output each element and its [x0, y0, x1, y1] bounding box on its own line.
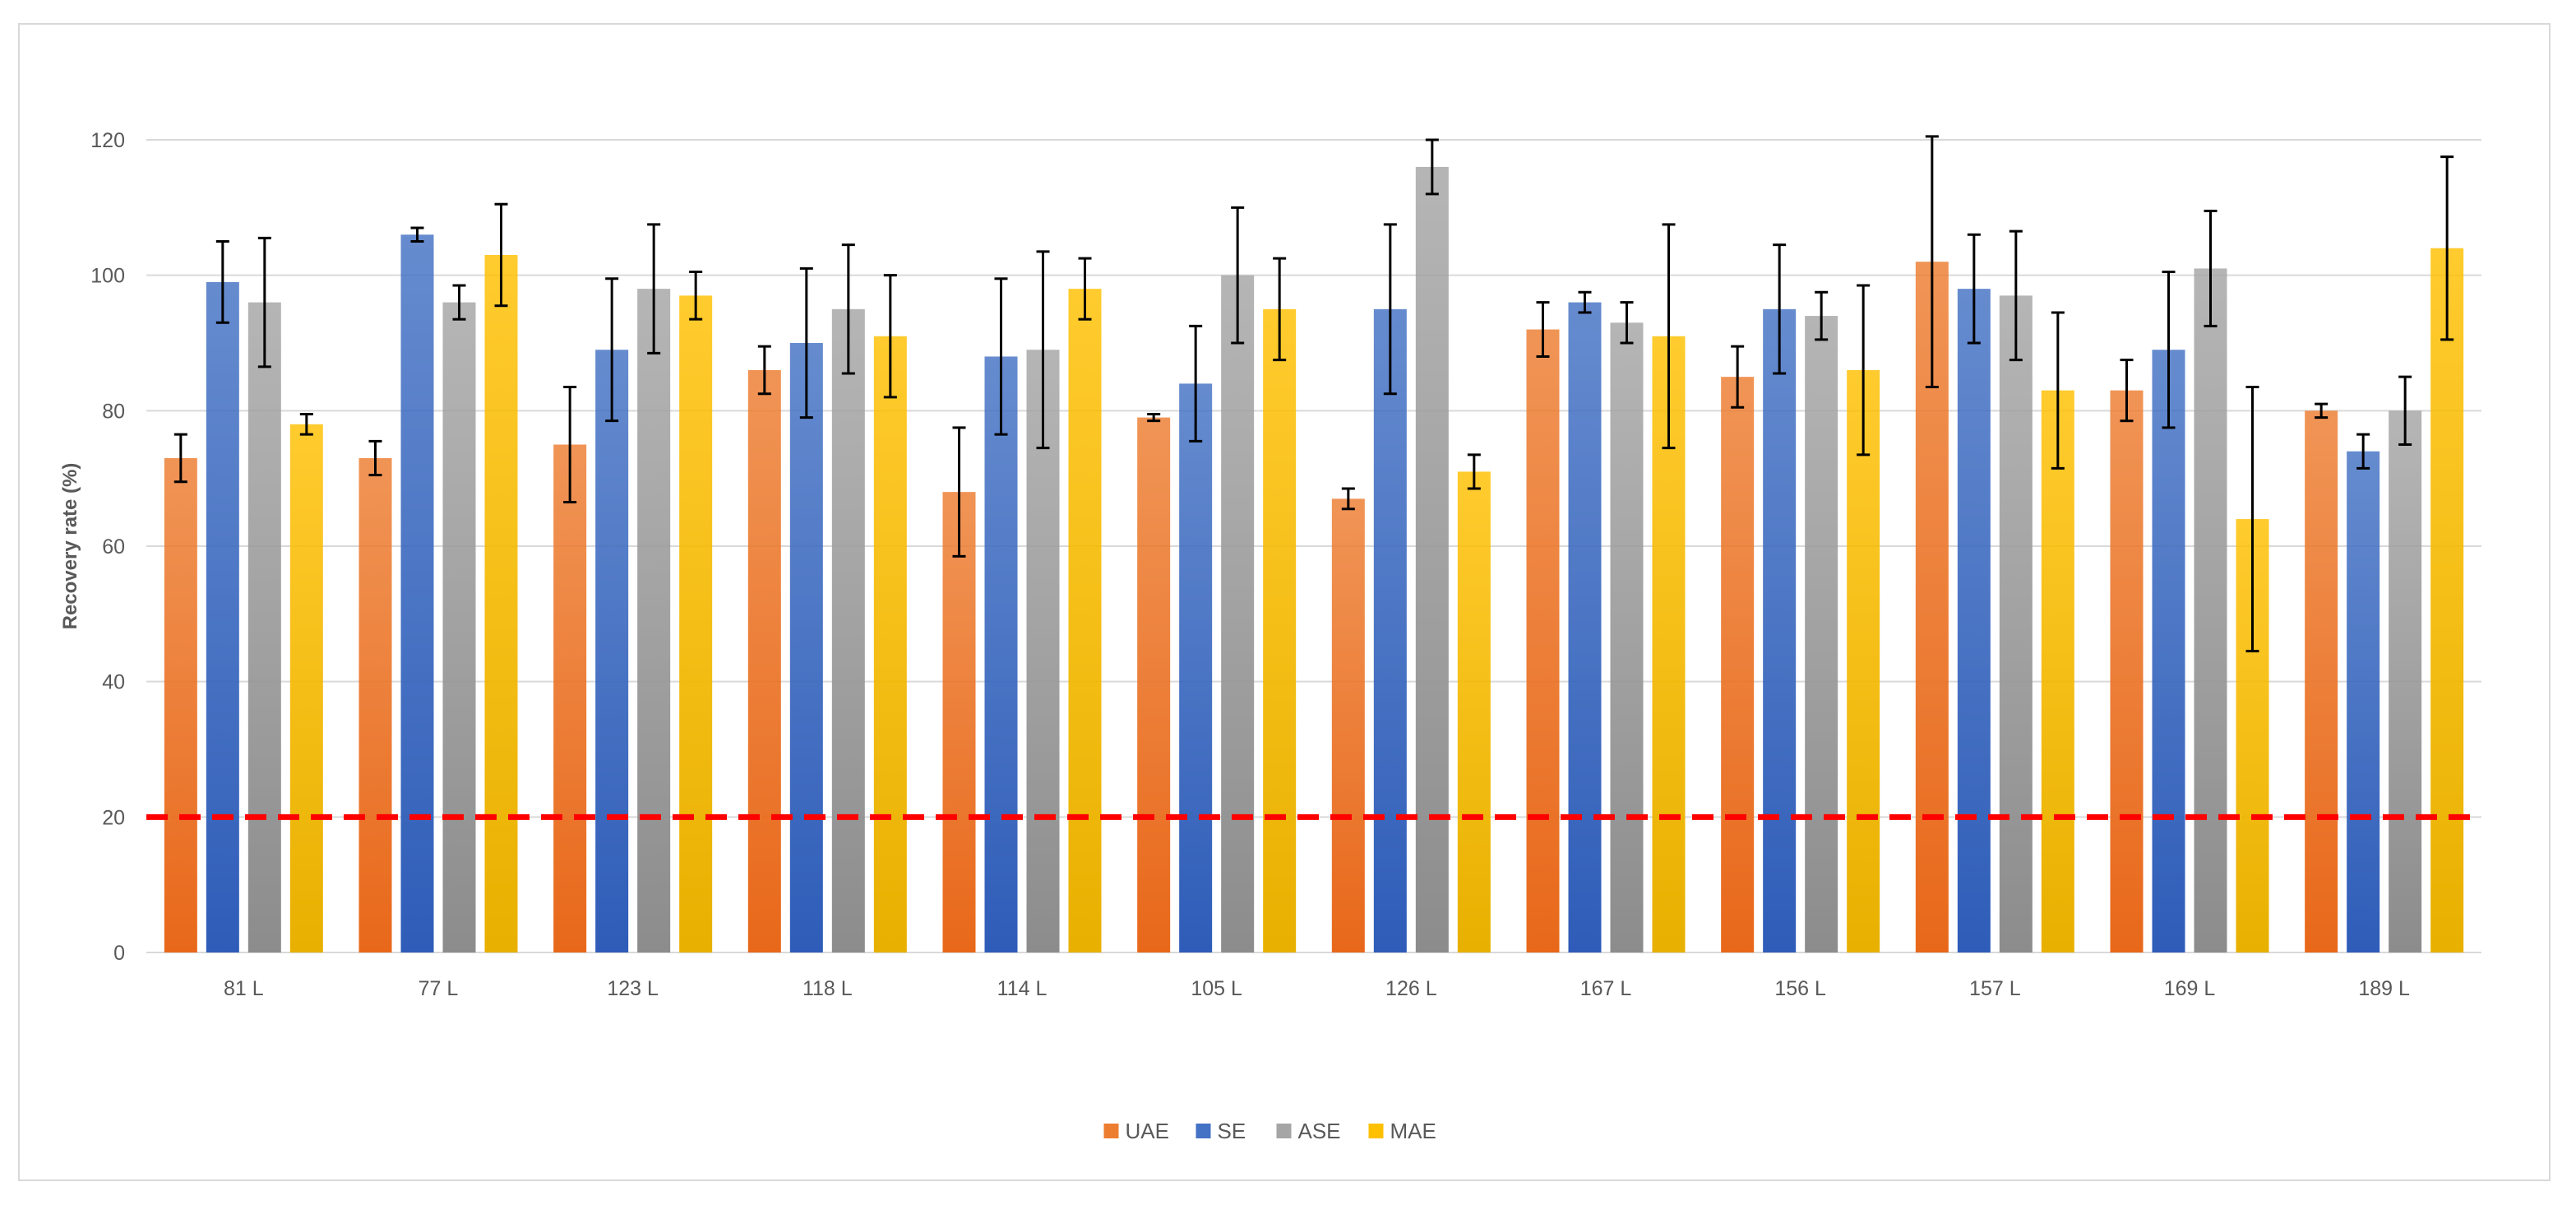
bar-uae — [2110, 390, 2144, 953]
bar-ase — [1610, 322, 1644, 952]
bar-mae — [484, 254, 518, 952]
legend-swatch-ase — [1276, 1124, 1292, 1138]
bar-ase — [1805, 316, 1838, 953]
bar-uae — [1331, 498, 1365, 952]
x-tick-label: 156 L — [1774, 977, 1826, 1000]
bar-uae — [942, 492, 976, 952]
bar-mae — [1263, 308, 1297, 952]
bar-se — [1373, 308, 1407, 952]
y-tick-label: 80 — [102, 400, 125, 423]
bar-se — [1763, 308, 1797, 952]
legend-label-se: SE — [1218, 1119, 1246, 1143]
y-axis-title: Recovery rate (%) — [59, 463, 81, 630]
bar-se — [2347, 451, 2380, 952]
bar-ase — [2389, 410, 2422, 952]
bar-mae — [873, 336, 907, 952]
legend-swatch-uae — [1103, 1124, 1119, 1138]
legend-swatch-se — [1196, 1124, 1211, 1138]
bar-uae — [1721, 377, 1755, 953]
bar-ase — [2194, 268, 2227, 952]
bar-se — [2152, 350, 2185, 952]
y-tick-label: 100 — [90, 265, 125, 288]
bar-ase — [1415, 166, 1449, 952]
bar-ase — [1221, 275, 1255, 953]
bar-uae — [1137, 417, 1171, 953]
bar-uae — [747, 369, 781, 952]
y-tick-label: 20 — [102, 806, 125, 829]
y-tick-label: 120 — [90, 129, 125, 152]
bar-mae — [1457, 471, 1491, 952]
x-tick-label: 114 L — [997, 977, 1048, 1000]
x-tick-label: 105 L — [1191, 977, 1242, 1000]
y-tick-label: 40 — [102, 671, 125, 694]
bar-mae — [2041, 390, 2074, 953]
bar-mae — [2430, 248, 2464, 952]
bar-ase — [831, 308, 865, 952]
bar-uae — [553, 444, 587, 952]
bar-se — [1568, 302, 1602, 953]
bar-mae — [679, 295, 713, 952]
bar-se — [400, 234, 434, 952]
x-tick-label: 77 L — [419, 977, 459, 1000]
bar-se — [206, 281, 239, 952]
bar-mae — [1068, 289, 1102, 953]
y-tick-label: 60 — [102, 535, 125, 558]
bar-se — [789, 343, 823, 952]
bar-ase — [247, 302, 281, 953]
bar-se — [984, 356, 1018, 952]
legend-label-uae: UAE — [1126, 1119, 1169, 1143]
bar-se — [1957, 289, 1991, 953]
x-tick-label: 123 L — [607, 977, 659, 1000]
bar-se — [1179, 383, 1213, 952]
x-tick-label: 169 L — [2164, 977, 2216, 1000]
x-tick-label: 167 L — [1580, 977, 1632, 1000]
bar-uae — [164, 457, 197, 952]
legend-swatch-mae — [1368, 1124, 1384, 1138]
bar-uae — [1526, 329, 1560, 952]
bar-uae — [2305, 410, 2338, 952]
x-tick-label: 157 L — [1969, 977, 2021, 1000]
legend-label-mae: MAE — [1390, 1119, 1436, 1143]
bar-ase — [1999, 295, 2033, 952]
bar-mae — [1847, 369, 1880, 952]
bar-uae — [358, 457, 392, 952]
x-tick-label: 81 L — [224, 977, 264, 1000]
bar-ase — [442, 302, 476, 953]
y-tick-label: 0 — [113, 942, 125, 965]
x-tick-label: 189 L — [2358, 977, 2410, 1000]
bar-ase — [1026, 350, 1060, 952]
x-tick-label: 126 L — [1385, 977, 1437, 1000]
legend-label-ase: ASE — [1298, 1119, 1341, 1143]
bar-mae — [289, 424, 323, 952]
x-tick-label: 118 L — [802, 977, 853, 1000]
bar-ase — [637, 289, 671, 953]
bar-se — [595, 350, 629, 952]
